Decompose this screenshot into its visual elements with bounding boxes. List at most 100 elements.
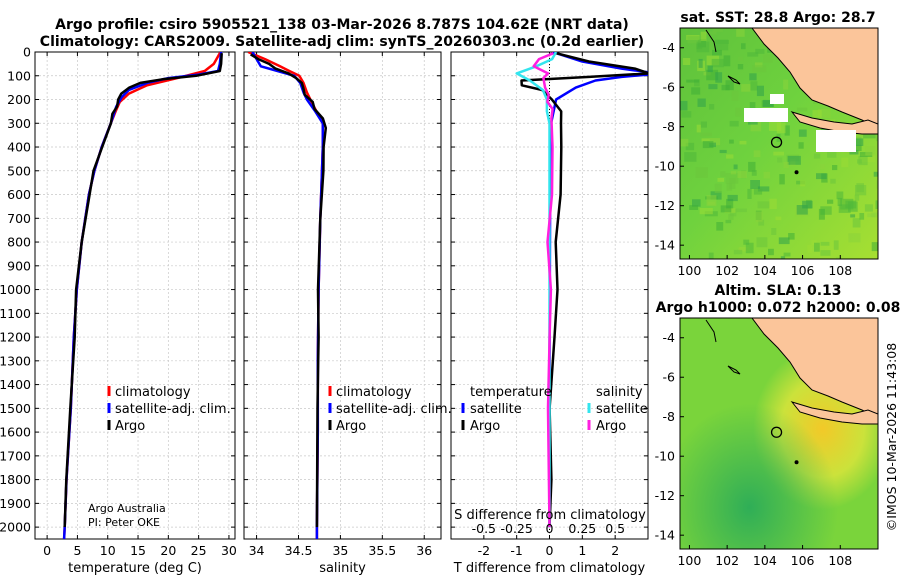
map-x-tick-label: 100 [677,553,701,568]
sst-pixel [769,198,777,210]
series-line-satellite-adj-clim- [62,52,223,539]
legend-salinity-title: salinity [596,385,643,400]
sst-pixel [729,120,739,127]
sst-pixel [833,251,844,259]
sst-pixel [700,31,707,41]
x2-tick-label: 0 [546,521,554,536]
x-tick-label: 34.5 [285,543,313,558]
sst-pixel [749,73,757,81]
sst-pixel [700,132,712,137]
map-y-tick-label: -12 [655,488,675,503]
sst-pixel [691,87,701,95]
legend-label: satellite-adj. clim. [336,402,452,417]
sst-pixel [698,58,703,68]
y-tick-label: 1800 [0,472,31,487]
y-tick-label: 1300 [0,353,31,368]
sst-pixel [738,56,744,61]
y-tick-label: 1600 [0,425,31,440]
map-y-tick-label: -10 [655,449,675,464]
profile-panel-differences: -2 -1 0 1 2 T difference from climatology temp… [450,51,649,576]
series-line-climatology [247,52,325,539]
sst-pixel [830,178,836,184]
sst-pixel [775,216,782,221]
header-title-line1: Argo profile: csiro 5905521_138 03-Mar-2… [55,17,629,33]
sst-pixel [798,142,804,149]
sst-pixel [741,43,746,50]
sst-pixel [711,58,724,68]
sst-pixel [699,208,713,215]
header-title-line2: Climatology: CARS2009. Satellite-adj cli… [40,34,644,50]
y-tick-label: 500 [7,163,31,178]
sst-pixel [841,157,849,168]
sst-pixel [750,81,758,91]
y-tick-label: 400 [7,140,31,155]
sst-pixel [812,110,822,118]
sst-pixel [747,188,752,199]
sst-map-frame [679,27,879,260]
x2-tick-label: 0.25 [568,521,596,536]
legend-label: satellite-adj. clim. [115,402,231,417]
sst-pixel [871,212,878,218]
sst-pixel [731,90,739,101]
map-y-tick-label: -8 [663,409,676,424]
sst-pixel [720,205,732,213]
sst-pixel [739,140,747,145]
sst-pixel [696,41,710,53]
sst-pixel [817,108,831,118]
sst-pixel [827,199,834,204]
legend-label: Argo [470,419,500,434]
sst-pixel [689,205,699,210]
sst-pixel [733,249,743,255]
sst-pixel [719,149,727,154]
sst-pixel [706,69,719,81]
sst-pixel [854,194,860,201]
map-x-tick-label: 106 [791,263,815,278]
sst-pixel [802,200,813,209]
sst-pixel [687,36,702,44]
sst-pixel [820,250,831,256]
sst-pixel [743,239,750,245]
sst-pixel [848,233,861,243]
x-tick-label: 35 [332,543,348,558]
map-y-tick-label: -14 [655,238,675,253]
sst-pixel [708,84,718,90]
sst-pixel [813,153,821,159]
sst-pixel [796,107,808,112]
sst-pixel [757,186,770,192]
sst-pixel [723,55,731,67]
y-tick-label: 100 [7,68,31,83]
sst-pixel [712,49,722,56]
salinity-xlabel: salinity [319,561,366,576]
sst-pixel [715,72,723,83]
sst-pixel [849,149,859,155]
x-tick-label: 36 [416,543,432,558]
sst-pixel [702,141,714,149]
sst-pixel [851,138,864,146]
sst-land-java [790,111,878,135]
map-y-tick-label: -14 [655,528,675,543]
legend-label: Argo [336,419,366,434]
y-tick-label: 700 [7,211,31,226]
x2-tick-label: -0.25 [500,521,532,536]
x-tick-label: -2 [478,543,490,558]
y-tick-label: 900 [7,258,31,273]
sst-pixel [807,244,813,253]
sst-coast-fragment [705,29,717,53]
sst-pixel [871,242,878,252]
y-tick-label: 200 [7,92,31,107]
sst-pixel [852,218,861,228]
sst-map-title: sat. SST: 28.8 Argo: 28.7 [680,10,875,26]
legend-label: satellite [470,402,522,417]
sst-pixel [729,178,736,189]
sst-pixel [768,248,774,256]
sst-pixel [750,180,760,189]
sst-pixel [800,180,806,187]
sst-pixel [778,237,790,245]
y-tick-label: 1700 [0,448,31,463]
map-x-tick-label: 108 [828,263,852,278]
sst-pixel [721,84,730,91]
sst-pixel [692,199,701,207]
x2-axis-label: S difference from climatology [454,508,646,523]
sst-pixel [714,39,729,51]
